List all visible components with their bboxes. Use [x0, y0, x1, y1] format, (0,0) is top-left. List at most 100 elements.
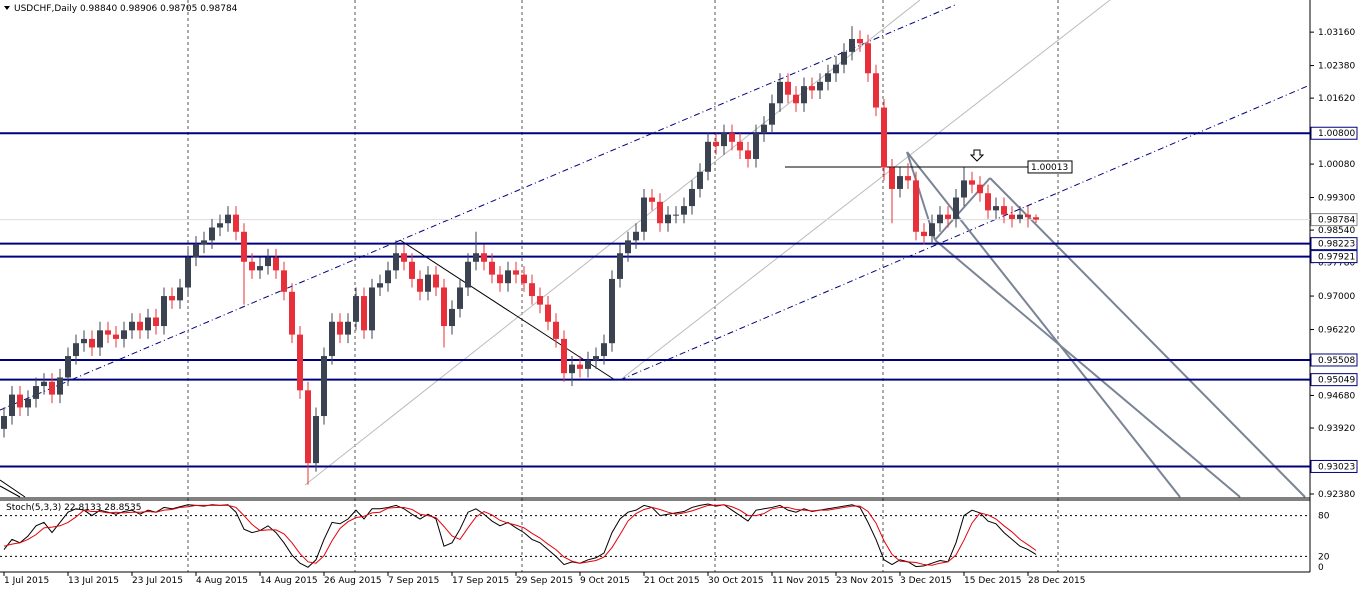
pitchfork-line [906, 151, 1181, 498]
candle-body [753, 133, 759, 159]
pitchfork-line [989, 177, 1306, 498]
candle-body [601, 343, 607, 357]
candle-body [569, 364, 575, 374]
x-tick-label: 30 Oct 2015 [708, 576, 764, 586]
candle-body [945, 214, 951, 219]
candle-body [593, 356, 599, 361]
channel-line [0, 4, 956, 411]
menu-triangle [4, 6, 10, 10]
candle-body [113, 334, 119, 339]
candle-body [289, 291, 295, 335]
candle-body [969, 180, 975, 185]
candle-body [225, 214, 231, 224]
candle-body [81, 338, 87, 344]
y-tick-label: 0.92380 [1318, 490, 1355, 500]
candle-body [417, 278, 423, 292]
level-label-box [1310, 126, 1358, 140]
candle-body [177, 287, 183, 301]
candle-body [409, 261, 415, 279]
candle-body [489, 261, 495, 275]
level-label-box [1310, 459, 1358, 473]
candle-body [809, 86, 815, 91]
x-tick-label: 1 Jul 2015 [4, 576, 49, 586]
candle-body [785, 81, 791, 95]
x-tick-label: 11 Nov 2015 [772, 576, 830, 586]
candle-body [817, 81, 823, 91]
channel-line [619, 0, 1111, 381]
candle-body [905, 176, 911, 181]
candle-body [121, 330, 127, 339]
level-label-box [1310, 353, 1358, 367]
candle-body [345, 321, 351, 335]
candle-body [393, 253, 399, 271]
channel-line [304, 0, 921, 486]
candle-body [97, 330, 103, 348]
candle-body [705, 141, 711, 172]
level-label-box [1310, 237, 1358, 251]
period-separators [187, 0, 1059, 572]
candle-body [153, 317, 159, 327]
x-tick-label: 29 Sep 2015 [516, 576, 573, 586]
candle-body [241, 231, 247, 262]
candle-body [433, 274, 439, 288]
candle-body [369, 287, 375, 331]
candle-body [201, 240, 207, 245]
candle-body [313, 416, 319, 464]
candle-body [465, 261, 471, 288]
candle-body [281, 270, 287, 292]
x-tick-label: 9 Oct 2015 [580, 576, 630, 586]
candle-body [1017, 214, 1023, 219]
level-label: 0.97921 [1318, 253, 1355, 263]
level-label-box [1310, 373, 1358, 387]
candle-body [961, 180, 967, 198]
x-tick-label: 26 Aug 2015 [324, 576, 382, 586]
level-label: 0.98223 [1318, 240, 1355, 250]
candle-body [481, 253, 487, 262]
candle-body [689, 188, 695, 207]
candle-body [841, 51, 847, 65]
indicator-title: Stoch(5,3,3) 22.8133 28.8535 [6, 503, 141, 513]
candle-body [761, 124, 767, 134]
candle-body [145, 317, 151, 331]
y-tick-label: 0.97780 [1318, 259, 1355, 269]
candle-body [673, 214, 679, 216]
candle-body [609, 278, 615, 344]
candle-body [353, 296, 359, 322]
frame [0, 0, 1311, 573]
y-tick-label: 0.99300 [1318, 194, 1355, 204]
y-tick-label: 0.96220 [1318, 325, 1355, 335]
level-label: 0.95508 [1318, 356, 1355, 366]
candle-body [425, 274, 431, 292]
y-tick-label: 1.02380 [1318, 62, 1355, 72]
candle-body [361, 296, 367, 331]
candle-body [913, 180, 919, 232]
candle-body [217, 223, 223, 228]
candle-body [953, 197, 959, 219]
candle-body [337, 321, 343, 335]
level-label: 1.00800 [1318, 129, 1355, 139]
candle-body [649, 197, 655, 202]
candle-body [49, 381, 55, 395]
x-tick-label: 4 Aug 2015 [196, 576, 248, 586]
candle-body [505, 270, 511, 284]
y-tick-label: 1.00080 [1318, 160, 1355, 170]
candle-body [633, 231, 639, 241]
candle-body [1033, 217, 1039, 220]
candle-body [1025, 214, 1031, 218]
current-price-label: 0.98784 [1318, 216, 1355, 226]
y-tick-label: 0 [1318, 563, 1324, 573]
candle-body [881, 107, 887, 168]
candle-body [745, 150, 751, 159]
stoch-line [3, 503, 1037, 568]
candle-body [993, 206, 999, 211]
candle-body [105, 330, 111, 335]
candle-body [441, 287, 447, 327]
candle-body [665, 214, 671, 224]
candle-body [273, 257, 279, 271]
candle-body [889, 167, 895, 189]
candle-body [65, 356, 71, 378]
candle-body [513, 270, 519, 275]
candle-body [681, 206, 687, 215]
